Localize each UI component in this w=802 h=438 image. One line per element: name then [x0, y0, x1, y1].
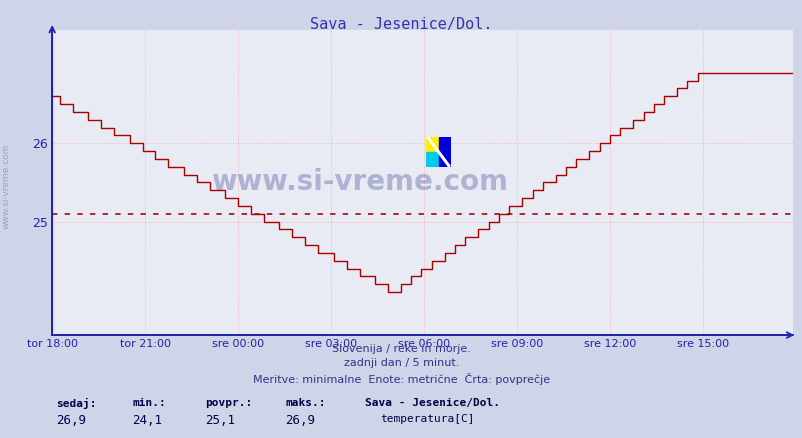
Text: povpr.:: povpr.: — [205, 398, 252, 408]
Text: Sava - Jesenice/Dol.: Sava - Jesenice/Dol. — [310, 17, 492, 32]
Bar — [426, 152, 438, 167]
Text: temperatura[C]: temperatura[C] — [379, 414, 474, 424]
Text: www.si-vreme.com: www.si-vreme.com — [2, 144, 11, 229]
Text: 24,1: 24,1 — [132, 414, 162, 427]
Text: Slovenija / reke in morje.: Slovenija / reke in morje. — [332, 344, 470, 354]
Text: Meritve: minimalne  Enote: metrične  Črta: povprečje: Meritve: minimalne Enote: metrične Črta:… — [253, 373, 549, 385]
Bar — [426, 137, 438, 152]
Text: min.:: min.: — [132, 398, 166, 408]
Text: 26,9: 26,9 — [56, 414, 86, 427]
Text: 26,9: 26,9 — [285, 414, 314, 427]
Text: maks.:: maks.: — [285, 398, 325, 408]
Text: www.si-vreme.com: www.si-vreme.com — [211, 169, 508, 196]
Bar — [438, 137, 450, 167]
Text: sedaj:: sedaj: — [56, 398, 96, 409]
Text: Sava - Jesenice/Dol.: Sava - Jesenice/Dol. — [365, 398, 500, 408]
Text: zadnji dan / 5 minut.: zadnji dan / 5 minut. — [343, 358, 459, 368]
Text: 25,1: 25,1 — [205, 414, 234, 427]
